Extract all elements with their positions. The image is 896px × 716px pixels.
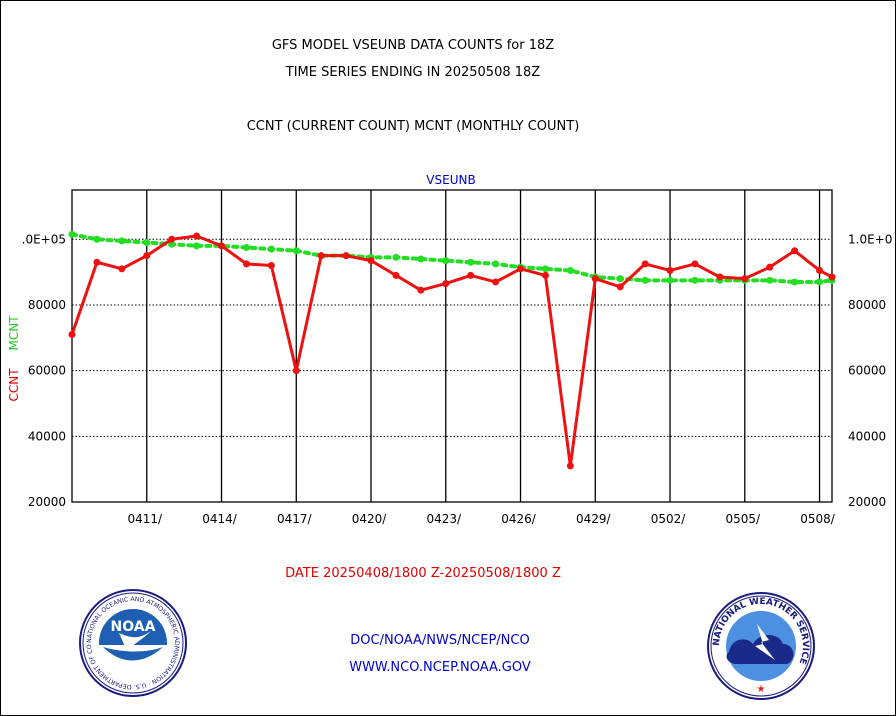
y-tick-label-right: 60000 (848, 364, 886, 378)
y-tick-label-left: 80000 (28, 298, 66, 312)
org-path-label: DOC/NOAA/NWS/NCEP/NCO (350, 633, 530, 648)
mcnt-point (118, 237, 126, 245)
ccnt-point (342, 252, 350, 260)
mcnt-point (666, 276, 674, 284)
y-tick-label-left: 40000 (28, 429, 66, 443)
ccnt-point (317, 252, 325, 260)
mcnt-point (791, 278, 799, 286)
mcnt-point (442, 257, 450, 265)
mcnt-point (93, 235, 101, 243)
mcnt-point (566, 266, 574, 274)
ccnt-point (816, 266, 824, 274)
y-tick-label-left: 60000 (28, 364, 66, 378)
mcnt-point (168, 240, 176, 248)
mcnt-point (143, 239, 151, 247)
mcnt-point (193, 242, 201, 250)
mcnt-point (68, 230, 76, 238)
y-axis-label-mcnt: MCNT (7, 315, 21, 351)
ccnt-point (591, 275, 599, 283)
mcnt-point (766, 276, 774, 284)
x-tick-label: 0417/ (277, 512, 313, 526)
ccnt-point (68, 331, 76, 339)
ccnt-point (442, 280, 450, 288)
ccnt-point (118, 265, 126, 273)
y-tick-label-right: 40000 (848, 429, 886, 443)
mcnt-point (616, 275, 624, 283)
x-tick-label: 0508/ (800, 512, 836, 526)
x-tick-label: 0411/ (127, 512, 163, 526)
plot-area (71, 189, 833, 503)
x-tick-label: 0505/ (725, 512, 761, 526)
y-tick-label-left: .0E+05 (22, 232, 66, 246)
series-mcnt (68, 230, 836, 286)
noaa-logo-text: NOAA (111, 619, 156, 635)
y-axis-label-ccnt: CCNT (7, 368, 21, 402)
ccnt-point (541, 271, 549, 279)
chart-title-line2: TIME SERIES ENDING IN 20250508 18Z (285, 65, 541, 80)
y-axis-right: 20000 40000 60000 80000 1.0E+0 (848, 232, 892, 509)
ccnt-point (143, 252, 151, 260)
mcnt-point (292, 247, 300, 255)
ccnt-point (691, 260, 699, 268)
ccnt-point (791, 247, 799, 255)
mcnt-point (392, 253, 400, 261)
y-tick-label-right: 80000 (848, 298, 886, 312)
ccnt-point (666, 266, 674, 274)
mcnt-point (267, 245, 275, 253)
ccnt-point (218, 242, 226, 250)
nws-logo: NATIONAL WEATHER SERVICE ★ (707, 592, 815, 700)
x-tick-label: 0502/ (651, 512, 687, 526)
ccnt-point (93, 258, 101, 266)
mcnt-point (541, 265, 549, 273)
ccnt-point (641, 260, 649, 268)
ccnt-point (417, 286, 425, 294)
ccnt-point (467, 271, 475, 279)
ccnt-point (616, 283, 624, 291)
ccnt-point (517, 265, 525, 273)
ccnt-point (292, 367, 300, 375)
mcnt-point (467, 258, 475, 266)
ccnt-point (392, 271, 400, 279)
mcnt-point (816, 278, 824, 286)
mcnt-line (70, 232, 834, 284)
ccnt-point (566, 462, 574, 470)
ccnt-point (741, 275, 749, 283)
mcnt-point (492, 260, 500, 268)
x-tick-label: 0420/ (352, 512, 388, 526)
y-axis-left: 20000 40000 60000 80000 .0E+05 (22, 232, 66, 509)
ccnt-point (828, 273, 836, 281)
date-range-label: DATE 20250408/1800 Z-20250508/1800 Z (285, 566, 561, 581)
noaa-logo: NATIONAL OCEANIC AND ATMOSPHERIC ADMINIS… (79, 589, 187, 697)
ccnt-point (492, 278, 500, 286)
mcnt-point (417, 255, 425, 263)
nws-star-icon: ★ (757, 684, 766, 695)
x-axis: 0411/0414/0417/0420/0423/0426/0429/0502/… (127, 512, 835, 526)
ccnt-point (267, 262, 275, 270)
y-tick-label-right: 20000 (848, 495, 886, 509)
mcnt-point (242, 243, 250, 251)
x-tick-label: 0429/ (576, 512, 612, 526)
ccnt-point (766, 263, 774, 271)
ccnt-point (367, 257, 375, 265)
chart-title-line1: GFS MODEL VSEUNB DATA COUNTS for 18Z (271, 38, 555, 53)
x-tick-label: 0423/ (426, 512, 462, 526)
website-label: WWW.NCO.NCEP.NOAA.GOV (349, 660, 531, 675)
y-tick-label-left: 20000 (28, 495, 66, 509)
ccnt-point (716, 273, 724, 281)
plot-title: VSEUNB (426, 173, 475, 187)
mcnt-point (691, 276, 699, 284)
ccnt-point (168, 235, 176, 243)
ccnt-line (70, 234, 833, 468)
y-tick-label-right: 1.0E+0 (848, 232, 892, 246)
x-tick-label: 0414/ (202, 512, 238, 526)
chart-subtitle: CCNT (CURRENT COUNT) MCNT (MONTHLY COUNT… (246, 119, 580, 134)
ccnt-point (193, 232, 201, 240)
mcnt-point (641, 276, 649, 284)
series-ccnt (68, 232, 836, 470)
x-tick-label: 0426/ (501, 512, 537, 526)
ccnt-point (242, 260, 250, 268)
